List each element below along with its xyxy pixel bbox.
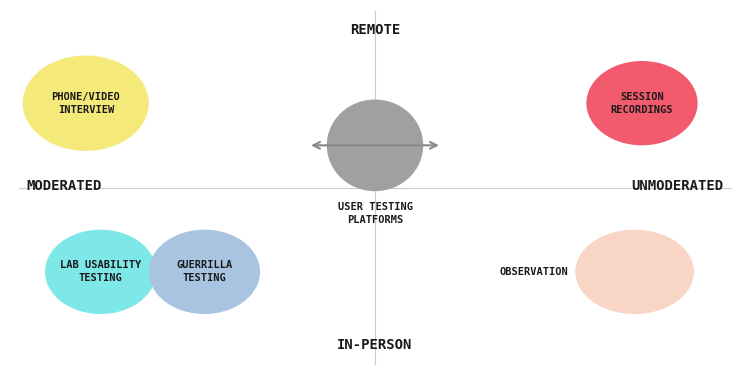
- Text: USER TESTING
PLATFORMS: USER TESTING PLATFORMS: [338, 202, 412, 225]
- Ellipse shape: [22, 56, 148, 151]
- Ellipse shape: [575, 230, 694, 314]
- Ellipse shape: [148, 230, 260, 314]
- Text: OBSERVATION: OBSERVATION: [499, 267, 568, 277]
- Ellipse shape: [586, 61, 698, 146]
- Text: PHONE/VIDEO
INTERVIEW: PHONE/VIDEO INTERVIEW: [52, 92, 120, 115]
- Text: UNMODERATED: UNMODERATED: [632, 178, 724, 193]
- Ellipse shape: [327, 99, 423, 191]
- Ellipse shape: [45, 230, 156, 314]
- Text: LAB USABILITY
TESTING: LAB USABILITY TESTING: [60, 260, 141, 284]
- Text: IN-PERSON: IN-PERSON: [338, 338, 412, 352]
- Text: REMOTE: REMOTE: [350, 23, 400, 37]
- Text: MODERATED: MODERATED: [26, 178, 102, 193]
- Text: SESSION
RECORDINGS: SESSION RECORDINGS: [610, 92, 674, 115]
- Text: GUERRILLA
TESTING: GUERRILLA TESTING: [176, 260, 232, 284]
